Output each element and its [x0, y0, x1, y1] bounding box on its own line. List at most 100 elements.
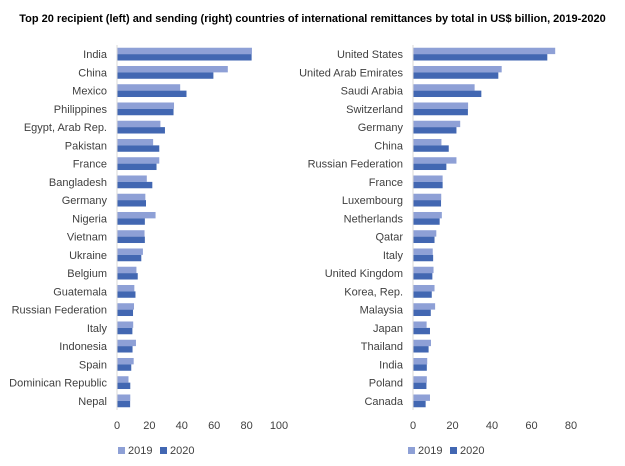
left-category-label: Philippines [54, 104, 108, 116]
right-bar-2020 [413, 346, 429, 353]
left-category-label: Vietnam [67, 232, 107, 244]
right-category-label: Japan [373, 323, 403, 335]
recipient-panel: India China Mexico Philippines Egypt, Arab R… [9, 45, 288, 457]
right-legend-label-2020: 2020 [460, 445, 484, 457]
left-bar-2019 [117, 394, 131, 401]
right-bar-2019 [413, 394, 430, 401]
left-bar-2019 [117, 175, 147, 182]
left-bar-2020 [117, 346, 133, 353]
right-category-label: Netherlands [344, 213, 404, 225]
left-bar-2020 [117, 364, 132, 371]
left-bar-2019 [117, 211, 156, 219]
right-bar-2020 [413, 181, 443, 189]
right-bar-2020 [413, 273, 433, 280]
right-bar-2020 [413, 200, 442, 207]
right-bar-2019 [413, 120, 461, 128]
right-x-tick-label: 80 [565, 420, 577, 432]
left-category-label: Nigeria [72, 213, 108, 225]
left-bar-2020 [117, 236, 145, 244]
left-category-label: Guatemala [53, 286, 108, 298]
right-category-label: Saudi Arabia [341, 86, 404, 98]
left-bar-2019 [117, 138, 154, 146]
right-bar-2019 [413, 84, 475, 91]
right-bar-2019 [413, 65, 502, 73]
left-bar-2019 [117, 284, 135, 292]
left-bar-2019 [117, 102, 175, 109]
left-category-label: Belgium [67, 268, 107, 280]
right-bar-2020 [413, 400, 426, 408]
right-bar-2019 [413, 284, 435, 292]
right-bar-2019 [413, 138, 442, 146]
left-bar-2020 [117, 54, 252, 61]
left-legend-label-2020: 2020 [170, 445, 194, 457]
right-bar-2020 [413, 145, 449, 152]
right-category-label: Switzerland [346, 104, 403, 116]
left-bar-2019 [117, 321, 134, 328]
right-category-label: United Arab Emirates [299, 67, 403, 79]
left-bar-2019 [117, 266, 137, 274]
left-x-tick-label: 80 [240, 420, 252, 432]
right-bar-2019 [413, 193, 442, 201]
right-category-label: Canada [364, 396, 403, 408]
left-bar-2019 [117, 193, 146, 201]
left-bar-2020 [117, 254, 142, 262]
chart-title: Top 20 recipient (left) and sending (rig… [19, 13, 606, 25]
right-x-tick-label: 0 [410, 420, 416, 432]
left-bar-2019 [117, 120, 161, 128]
right-category-label: France [369, 177, 403, 189]
left-category-label: Germany [62, 195, 108, 207]
left-bar-2019 [117, 303, 135, 310]
left-bar-2020 [117, 382, 131, 390]
left-category-label: Nepal [78, 396, 107, 408]
right-category-label: United States [337, 49, 404, 61]
left-bar-2019 [117, 157, 160, 164]
right-bar-2020 [413, 90, 482, 98]
left-bar-2020 [117, 108, 174, 116]
left-category-label: Spain [79, 359, 107, 371]
left-bar-2020 [117, 163, 157, 171]
right-bar-2019 [413, 357, 428, 365]
left-category-label: Bangladesh [49, 177, 107, 189]
right-x-tick-label: 60 [525, 420, 537, 432]
right-bar-2020 [413, 108, 468, 116]
right-category-label: Germany [358, 122, 404, 134]
right-bar-2020 [413, 127, 457, 134]
left-bar-2020 [117, 218, 145, 225]
right-bar-2019 [413, 175, 443, 182]
left-category-label: China [78, 67, 108, 79]
left-bar-2019 [117, 248, 143, 255]
right-bar-2019 [413, 157, 457, 164]
left-category-label: Egypt, Arab Rep. [24, 122, 107, 134]
left-bar-2019 [117, 230, 145, 237]
left-bar-2019 [117, 84, 181, 91]
left-legend-swatch-2020 [160, 447, 167, 454]
right-bar-2019 [413, 339, 431, 347]
right-category-label: Thailand [361, 341, 403, 353]
right-x-tick-label: 20 [446, 420, 458, 432]
right-category-label: Korea, Rep. [344, 286, 403, 298]
right-x-tick-label: 40 [486, 420, 498, 432]
left-category-label: Italy [87, 323, 108, 335]
left-bar-2020 [117, 145, 160, 152]
right-category-label: India [379, 359, 404, 371]
left-bar-2019 [117, 376, 129, 383]
right-bar-2020 [413, 291, 432, 298]
left-bar-2020 [117, 291, 136, 298]
right-bar-2020 [413, 54, 548, 61]
right-bar-2019 [413, 47, 556, 55]
right-bar-2020 [413, 163, 447, 171]
sending-panel: United States United Arab Emirates Saudi A… [299, 45, 577, 457]
right-bar-2019 [413, 102, 469, 109]
right-bar-2020 [413, 236, 435, 244]
right-legend-label-2019: 2019 [418, 445, 442, 457]
left-bar-2020 [117, 181, 153, 189]
right-bar-2020 [413, 382, 427, 390]
right-bar-2020 [413, 309, 431, 317]
left-legend-label-2019: 2019 [128, 445, 152, 457]
left-x-tick-label: 20 [143, 420, 155, 432]
left-category-label: Indonesia [59, 341, 108, 353]
left-bar-2020 [117, 327, 133, 335]
right-bar-2019 [413, 376, 427, 383]
left-x-tick-label: 0 [114, 420, 120, 432]
right-bar-2020 [413, 254, 434, 262]
